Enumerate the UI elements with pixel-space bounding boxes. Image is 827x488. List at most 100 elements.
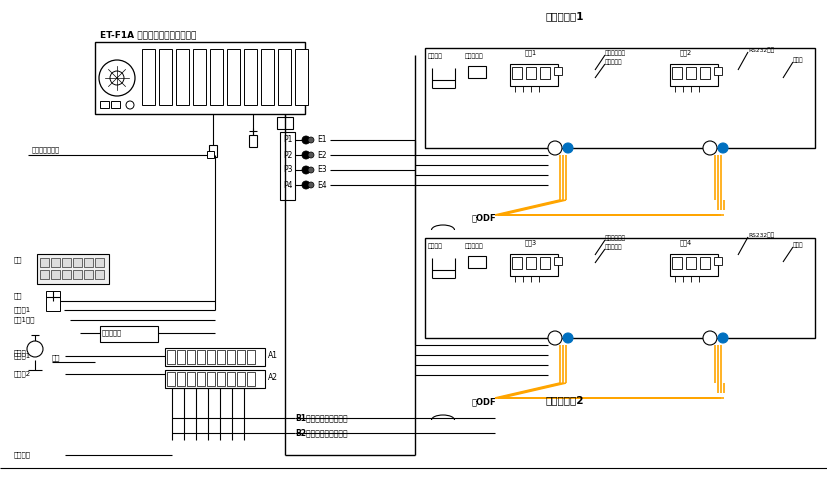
Bar	[512, 257, 522, 269]
Bar	[237, 350, 245, 364]
Circle shape	[110, 71, 124, 85]
Bar	[177, 372, 185, 386]
Bar	[277, 117, 293, 129]
Bar	[686, 257, 696, 269]
Bar	[167, 350, 175, 364]
Text: 柜屏1: 柜屏1	[525, 50, 537, 56]
Text: B2到集中控制器音频口: B2到集中控制器音频口	[295, 428, 347, 438]
Bar	[247, 350, 255, 364]
Bar	[512, 67, 522, 79]
Bar	[207, 372, 215, 386]
Text: 接收盘2: 接收盘2	[14, 371, 31, 377]
Text: 光头机: 光头机	[14, 350, 26, 356]
Bar	[193, 49, 206, 105]
Bar	[95, 258, 104, 267]
Bar	[526, 67, 536, 79]
Bar	[210, 49, 223, 105]
Text: 光接口: 光接口	[793, 57, 804, 63]
Bar	[62, 258, 71, 267]
Bar	[207, 350, 215, 364]
Text: 时钟触发口: 时钟触发口	[605, 59, 623, 65]
Circle shape	[548, 331, 562, 345]
Bar	[197, 372, 205, 386]
Text: 广播音频接口: 广播音频接口	[605, 235, 626, 241]
Bar	[167, 372, 175, 386]
Bar	[40, 270, 49, 279]
Bar	[700, 67, 710, 79]
Circle shape	[563, 143, 573, 153]
Bar	[227, 372, 235, 386]
Bar	[51, 258, 60, 267]
Text: RS232接口: RS232接口	[748, 47, 774, 53]
Bar	[554, 67, 562, 75]
Text: 数据扩展口: 数据扩展口	[465, 243, 484, 249]
Bar	[425, 238, 815, 338]
Bar	[95, 42, 305, 114]
Circle shape	[302, 136, 310, 144]
Text: A1: A1	[268, 351, 278, 361]
Bar	[51, 270, 60, 279]
Bar	[714, 67, 722, 75]
Bar	[46, 291, 60, 311]
Bar	[554, 257, 562, 265]
Bar	[187, 372, 195, 386]
Bar	[247, 372, 255, 386]
Text: 至ODF: 至ODF	[472, 214, 497, 223]
Text: P2: P2	[283, 150, 293, 160]
Bar	[165, 370, 265, 388]
Text: 鼠标: 鼠标	[14, 293, 22, 299]
Bar	[237, 372, 245, 386]
Circle shape	[308, 137, 314, 143]
Bar	[468, 66, 486, 78]
Circle shape	[718, 143, 728, 153]
Bar	[84, 270, 93, 279]
Bar	[100, 101, 109, 108]
Bar	[217, 372, 225, 386]
Bar	[672, 257, 682, 269]
Bar	[540, 67, 550, 79]
Bar	[278, 49, 291, 105]
Bar	[217, 350, 225, 364]
Bar	[142, 49, 155, 105]
Circle shape	[703, 331, 717, 345]
Text: 集中控制器1: 集中控制器1	[545, 11, 584, 21]
Circle shape	[99, 60, 135, 96]
Text: 遥控电源: 遥控电源	[14, 452, 31, 458]
Bar	[209, 145, 217, 157]
Bar	[526, 257, 536, 269]
Bar	[165, 348, 265, 366]
Bar	[176, 49, 189, 105]
Circle shape	[548, 141, 562, 155]
Circle shape	[563, 333, 573, 343]
Bar	[672, 67, 682, 79]
Text: 键盘: 键盘	[14, 257, 22, 264]
Text: 柜屏3: 柜屏3	[525, 240, 537, 246]
Text: A2: A2	[268, 373, 278, 383]
Bar	[227, 49, 240, 105]
Text: 遥控放大器: 遥控放大器	[102, 330, 122, 336]
Bar	[295, 49, 308, 105]
Text: E1: E1	[317, 136, 327, 144]
Text: 柜屏2: 柜屏2	[680, 50, 692, 56]
Text: 光接口: 光接口	[793, 242, 804, 248]
Circle shape	[302, 181, 310, 189]
Bar	[670, 64, 718, 86]
Circle shape	[27, 341, 43, 357]
Bar	[227, 350, 235, 364]
Bar	[159, 49, 172, 105]
Text: P1: P1	[283, 136, 293, 144]
Bar	[84, 258, 93, 267]
Text: P4: P4	[283, 181, 293, 189]
Text: E4: E4	[317, 181, 327, 189]
Bar	[37, 254, 109, 284]
Text: 火灾电源: 火灾电源	[428, 243, 443, 249]
Circle shape	[703, 141, 717, 155]
Bar	[261, 49, 274, 105]
Bar	[95, 270, 104, 279]
Circle shape	[302, 151, 310, 159]
Text: P3: P3	[283, 165, 293, 175]
Bar	[700, 257, 710, 269]
Circle shape	[308, 167, 314, 173]
Bar	[244, 49, 257, 105]
Bar	[670, 254, 718, 276]
